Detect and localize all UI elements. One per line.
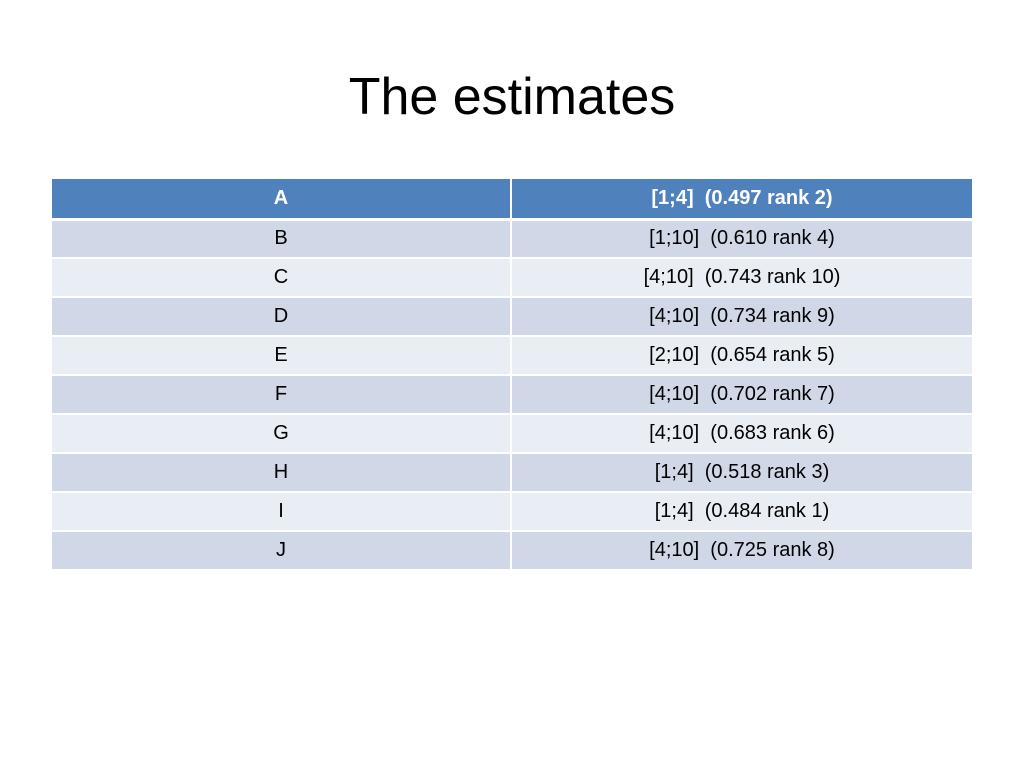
row-value-cell: [4;10] (0.743 rank 10) [511, 258, 972, 298]
table-header-row: A [1;4] (0.497 rank 2) [52, 179, 972, 221]
row-label: F [274, 383, 288, 405]
row-label-cell: J [52, 531, 512, 571]
row-value: [1;4] (0.518 rank 3) [654, 461, 830, 483]
row-value: [4;10] (0.702 rank 7) [649, 383, 835, 405]
table-header: A [1;4] (0.497 rank 2) [52, 179, 972, 221]
row-value: [1;10] (0.610 rank 4) [649, 227, 835, 250]
row-label-cell: E [52, 336, 512, 376]
row-label: J [276, 539, 286, 561]
row-label: B [274, 227, 288, 250]
header-label-text: A [273, 186, 289, 209]
table-row: G [4;10] (0.683 rank 6) [52, 414, 972, 454]
header-cell-label: A [52, 179, 512, 221]
estimates-table-container: A [1;4] (0.497 rank 2) B [1;10] (0.610 r… [52, 179, 972, 571]
header-cell-value: [1;4] (0.497 rank 2) [511, 179, 972, 221]
table-body: B [1;10] (0.610 rank 4) C [4;10] (0.743 … [52, 219, 972, 571]
row-value: [2;10] (0.654 rank 5) [649, 344, 835, 366]
row-label: E [274, 344, 288, 366]
row-value-cell: [4;10] (0.683 rank 6) [511, 414, 972, 454]
row-label-cell: D [52, 297, 512, 337]
row-value-cell: [2;10] (0.654 rank 5) [511, 336, 972, 376]
header-value-text: [1;4] (0.497 rank 2) [651, 186, 833, 209]
table-row: D [4;10] (0.734 rank 9) [52, 297, 972, 337]
table-row: J [4;10] (0.725 rank 8) [52, 531, 972, 571]
row-value-cell: [1;4] (0.484 rank 1) [511, 492, 972, 532]
row-value: [4;10] (0.683 rank 6) [649, 422, 835, 444]
row-value-cell: [1;10] (0.610 rank 4) [511, 219, 972, 259]
row-value-cell: [4;10] (0.734 rank 9) [511, 297, 972, 337]
table-row: B [1;10] (0.610 rank 4) [52, 219, 972, 259]
table-row: C [4;10] (0.743 rank 10) [52, 258, 972, 298]
row-value-cell: [4;10] (0.725 rank 8) [511, 531, 972, 571]
row-value: [4;10] (0.734 rank 9) [649, 305, 835, 327]
row-label-cell: C [52, 258, 512, 298]
table-row: F [4;10] (0.702 rank 7) [52, 375, 972, 415]
row-label: I [278, 500, 284, 522]
row-label: C [273, 266, 289, 288]
row-value: [4;10] (0.725 rank 8) [649, 539, 835, 561]
row-label: H [273, 461, 289, 483]
row-value: [1;4] (0.484 rank 1) [654, 500, 830, 522]
estimates-table: A [1;4] (0.497 rank 2) B [1;10] (0.610 r… [52, 179, 972, 571]
row-value: [4;10] (0.743 rank 10) [643, 266, 841, 288]
row-value-cell: [1;4] (0.518 rank 3) [511, 453, 972, 493]
row-value-cell: [4;10] (0.702 rank 7) [511, 375, 972, 415]
row-label-cell: H [52, 453, 512, 493]
table-row: E [2;10] (0.654 rank 5) [52, 336, 972, 376]
row-label: G [273, 422, 289, 444]
row-label-cell: I [52, 492, 512, 532]
table-row: H [1;4] (0.518 rank 3) [52, 453, 972, 493]
row-label-cell: G [52, 414, 512, 454]
slide-title: The estimates [348, 68, 676, 126]
row-label: D [273, 305, 289, 327]
row-label-cell: B [52, 219, 512, 259]
table-row: I [1;4] (0.484 rank 1) [52, 492, 972, 532]
row-label-cell: F [52, 375, 512, 415]
